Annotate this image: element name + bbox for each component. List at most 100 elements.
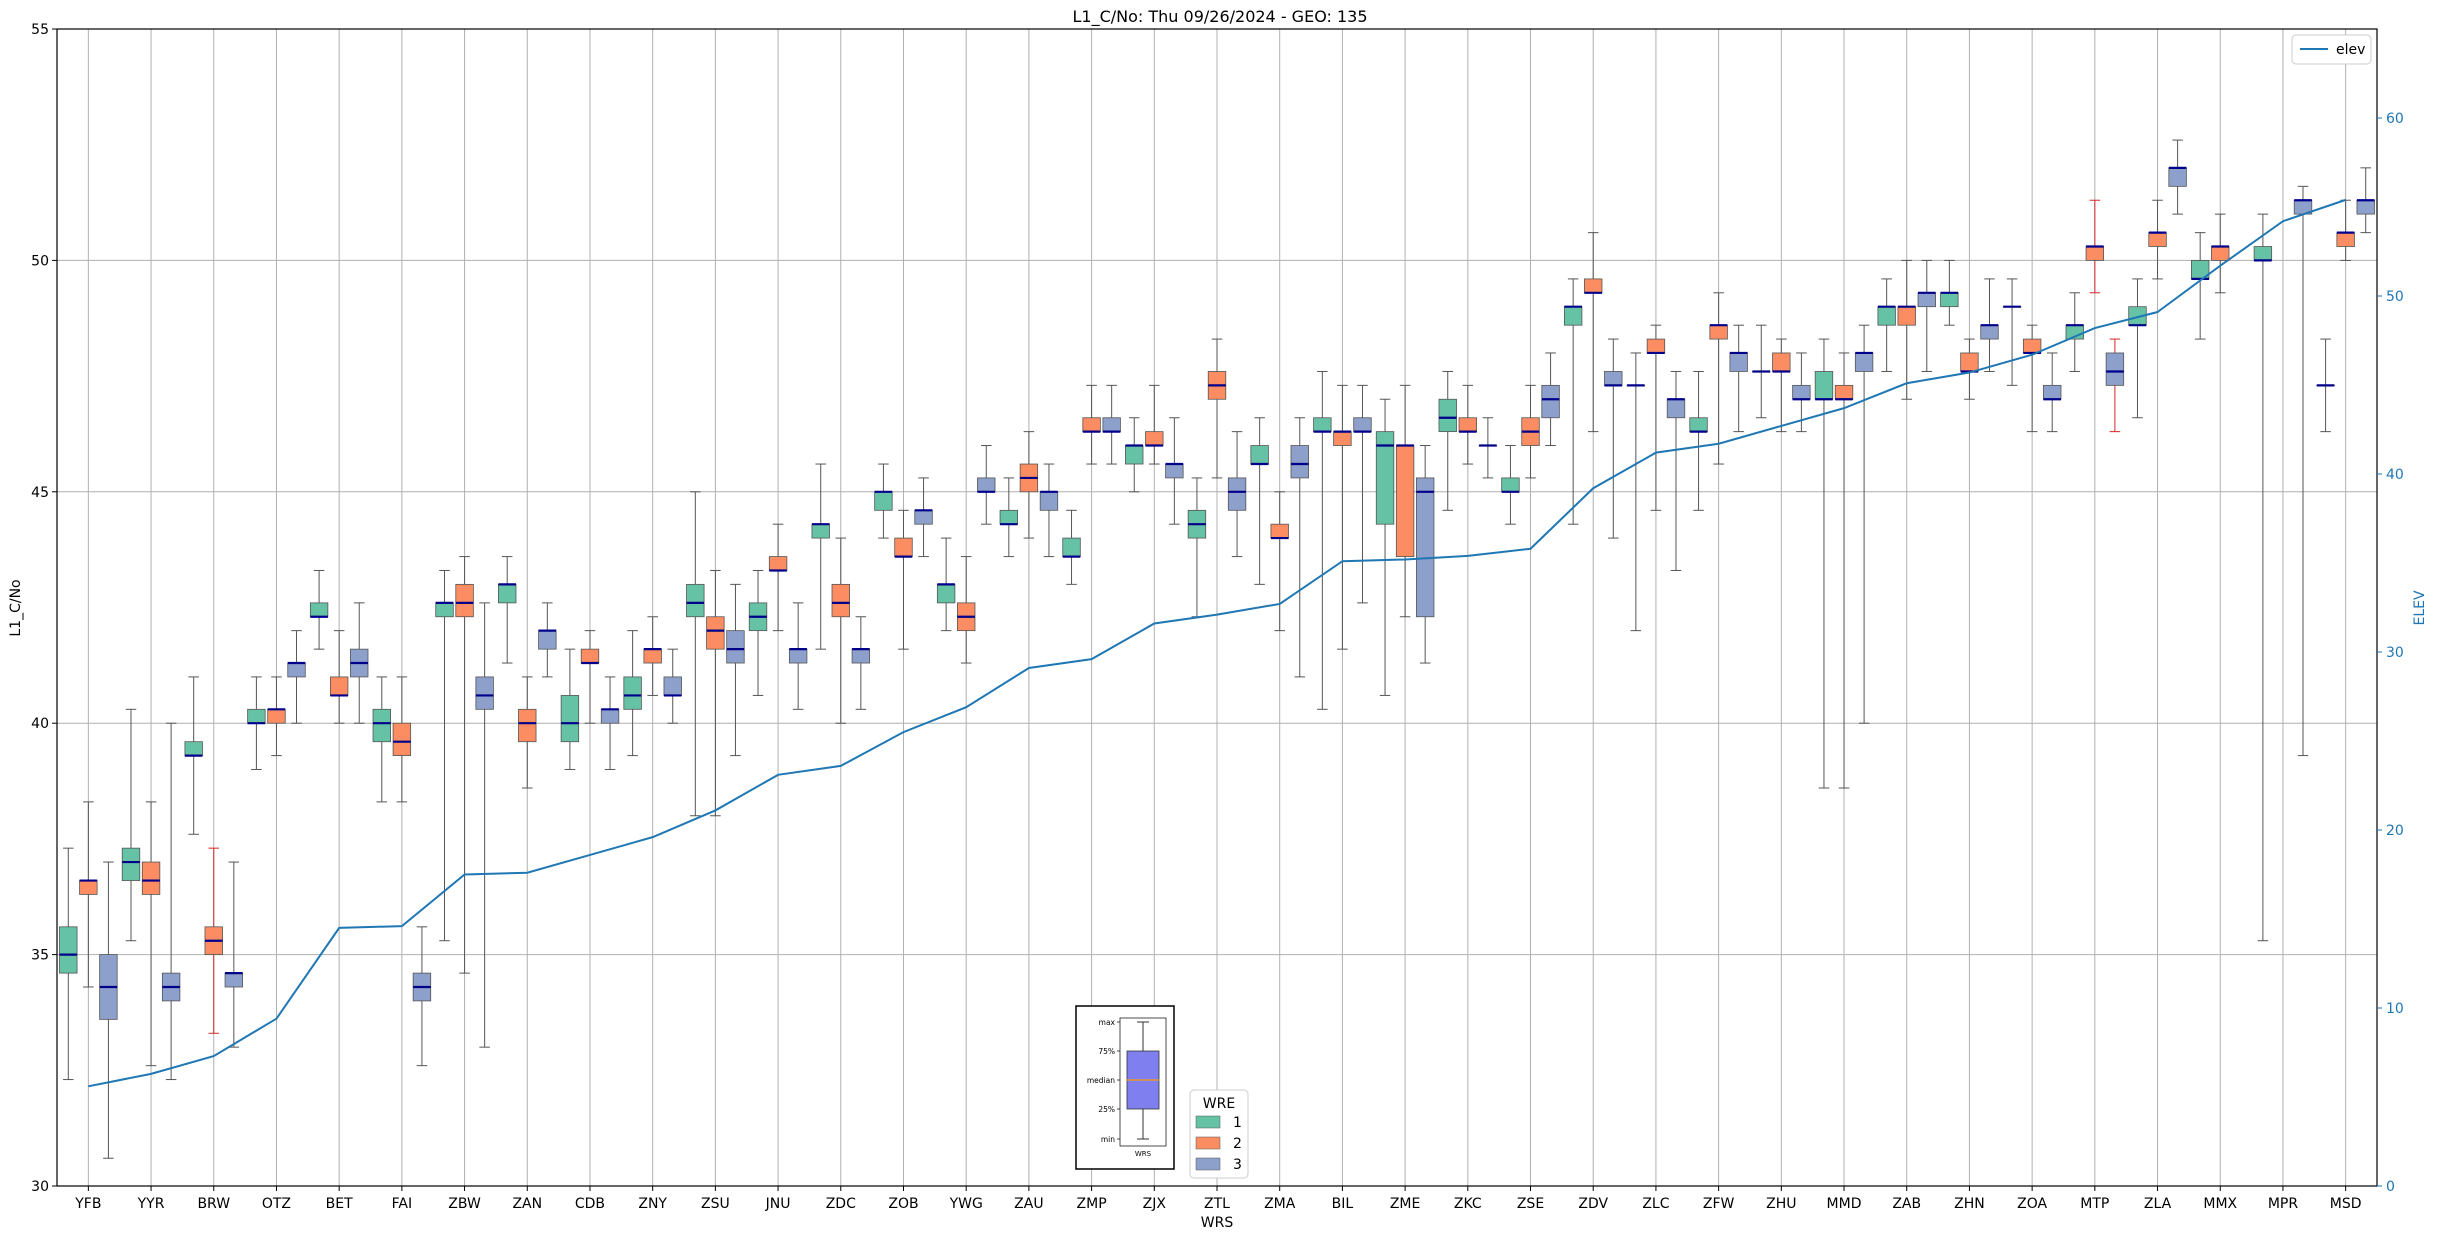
box-iqr — [392, 722, 412, 756]
box-wre1-yyr — [121, 708, 141, 942]
box-wre3-zhn — [1980, 278, 1999, 372]
box-wre3-msd — [2356, 167, 2375, 234]
box-iqr — [79, 880, 98, 895]
box-iqr — [184, 741, 203, 756]
elev-legend-label: elev — [2336, 42, 2365, 58]
box-iqr — [2085, 246, 2105, 261]
box-iqr — [1353, 417, 1372, 433]
box-wre3-brw — [224, 861, 244, 1048]
x-tick-label: ZNY — [638, 1196, 667, 1212]
box-wre1-zdv — [1563, 278, 1583, 525]
box-wre1-zsu — [686, 491, 705, 817]
y-tick-label: 35 — [31, 948, 49, 964]
box-iqr — [247, 708, 266, 724]
y-tick-label: 55 — [31, 22, 49, 38]
box-wre1-zoa — [2002, 278, 2022, 386]
x-tick-label: MMX — [2203, 1196, 2237, 1212]
x-tick-label: YYR — [137, 1196, 165, 1212]
x-tick-label: ZOA — [2017, 1196, 2047, 1212]
box-wre3-zse — [1541, 352, 1560, 447]
box-wre3-ztl — [1227, 431, 1247, 558]
box-wre3-zoa — [2043, 352, 2062, 433]
y2-axis-label: ELEV — [2412, 590, 2428, 625]
box-iqr — [2336, 232, 2355, 247]
box-wre1-zse — [1501, 445, 1520, 525]
x-tick-label: ZSU — [701, 1196, 730, 1212]
box-iqr — [663, 676, 682, 696]
y2-tick-label: 10 — [2386, 1001, 2404, 1017]
box-iqr — [2148, 232, 2167, 247]
box-wre1-fai — [372, 676, 391, 803]
box-wre2-ywg — [957, 556, 976, 664]
x-tick-label: ZOB — [888, 1196, 918, 1212]
x-tick-label: ZDC — [826, 1196, 856, 1212]
box-wre1-zla — [2128, 278, 2147, 419]
box-wre1-jnu — [748, 569, 768, 696]
box-wre2-zme — [1395, 384, 1415, 618]
y-tick-label: 30 — [31, 1179, 49, 1195]
box-iqr — [455, 583, 474, 618]
wre-legend-label-2: 2 — [1233, 1136, 1242, 1152]
box-wre2-zab — [1897, 259, 1916, 400]
box-wre3-mtp — [2105, 338, 2125, 433]
box-iqr — [2253, 246, 2273, 261]
box-wre1-zbw — [435, 569, 454, 942]
box-iqr — [1313, 417, 1332, 433]
x-tick-label: MPR — [2268, 1196, 2299, 1212]
box-iqr — [1814, 371, 1834, 400]
wre-legend-swatch-1 — [1195, 1115, 1221, 1129]
box-wre1-zma — [1250, 417, 1269, 585]
box-wre1-brw — [184, 676, 203, 835]
box-wre2-zjx — [1145, 384, 1164, 465]
box-iqr — [141, 861, 161, 895]
box-wre2-jnu — [768, 523, 788, 632]
x-tick-label: ZAN — [512, 1196, 542, 1212]
box-iqr — [1227, 477, 1247, 511]
box-wre1-mmd — [1814, 338, 1834, 789]
box-wre1-zjx — [1125, 417, 1144, 493]
box-iqr — [287, 662, 306, 678]
box-iqr — [224, 972, 244, 988]
wre-legend-swatch-3 — [1195, 1157, 1221, 1171]
box-iqr — [768, 556, 788, 571]
box-iqr — [811, 523, 830, 539]
box-wre1-zfw — [1689, 370, 1708, 511]
y-tick-label: 45 — [31, 485, 49, 501]
inset-label: median — [1087, 1076, 1115, 1085]
box-iqr — [1438, 398, 1457, 433]
box-wre1-zan — [498, 556, 517, 664]
box-iqr — [1563, 306, 1583, 326]
x-tick-label: BET — [326, 1196, 353, 1212]
y2-tick-label: 50 — [2386, 289, 2404, 305]
box-iqr — [1940, 292, 1959, 308]
box-wre2-zhn — [1960, 338, 1979, 400]
box-wre2-yyr — [141, 801, 161, 1067]
x-tick-label: YWG — [949, 1196, 983, 1212]
box-wre2-ztl — [1207, 338, 1227, 479]
box-wre3-jnu — [788, 602, 808, 710]
box-iqr — [1102, 417, 1121, 433]
box-iqr — [1375, 431, 1395, 525]
box-wre2-brw — [204, 847, 223, 1034]
box-iqr — [1458, 417, 1477, 433]
box-iqr — [1854, 352, 1874, 372]
box-iqr — [1960, 352, 1979, 372]
x-tick-label: ZAB — [1892, 1196, 1921, 1212]
box-wre2-zkc — [1458, 384, 1477, 465]
box-wre2-zlc — [1646, 324, 1666, 511]
box-iqr — [309, 602, 329, 618]
inset-label: 75% — [1098, 1047, 1115, 1056]
box-iqr — [498, 583, 517, 604]
box-iqr — [1709, 324, 1728, 340]
box-wre3-cdb — [600, 676, 620, 770]
box-iqr — [831, 583, 850, 618]
box-wre3-zau — [1039, 463, 1059, 558]
box-wre3-yfb — [99, 861, 118, 1159]
box-wre2-zan — [518, 676, 537, 789]
y2-tick-label: 20 — [2386, 823, 2404, 839]
box-iqr — [1666, 398, 1686, 419]
x-tick-label: ZFW — [1703, 1196, 1735, 1212]
box-wre3-zmp — [1102, 384, 1121, 465]
box-iqr — [1897, 306, 1916, 326]
